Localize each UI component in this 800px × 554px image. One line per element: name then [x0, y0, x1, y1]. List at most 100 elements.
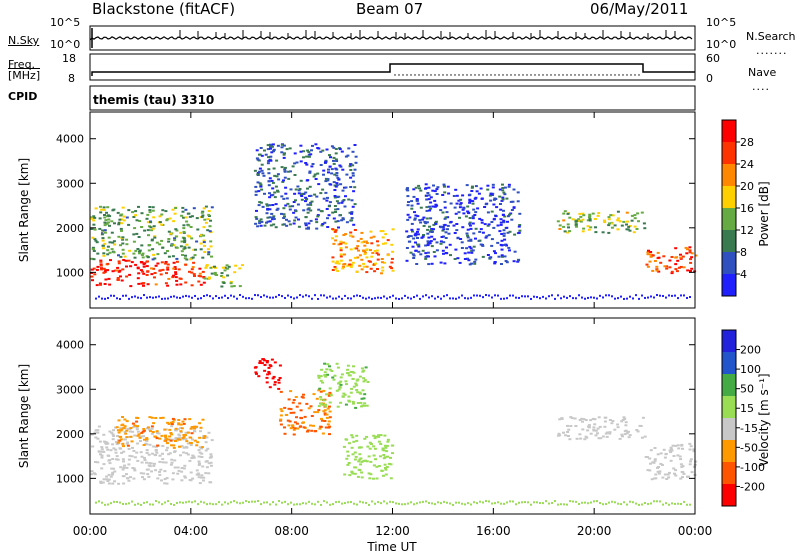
power-cell: [513, 233, 517, 236]
power-cell: [332, 146, 336, 149]
power-cell: [563, 210, 567, 213]
power-cell: [306, 179, 310, 182]
velocity-cell: [363, 393, 367, 396]
velocity-noise: [473, 501, 475, 504]
velocity-cell: [265, 361, 269, 364]
power-cell: [192, 248, 196, 251]
power-cell: [333, 184, 337, 187]
power-cell: [273, 174, 277, 177]
power-cell: [574, 219, 578, 222]
velocity-cell: [107, 482, 111, 485]
power-colorbar-swatch: [722, 164, 736, 186]
velocity-noise: [677, 502, 679, 505]
velocity-cell: [306, 430, 309, 433]
velocity-cell: [689, 445, 693, 448]
power-cell: [315, 221, 319, 224]
velocity-cell: [351, 400, 355, 403]
power-cell: [320, 224, 324, 227]
velocity-cell: [674, 469, 678, 472]
velocity-cell: [139, 435, 143, 438]
nave-dot: [462, 74, 464, 76]
power-cell: [306, 149, 310, 152]
power-cell: [465, 184, 469, 187]
power-cell: [365, 265, 369, 268]
power-cell: [681, 255, 685, 258]
velocity-cell: [183, 464, 187, 467]
power-cell: [381, 230, 385, 233]
velocity-cell: [377, 434, 381, 437]
power-cell: [282, 207, 286, 210]
power-cell: [414, 249, 418, 252]
velocity-noise: [176, 501, 178, 504]
power-cell: [384, 233, 388, 236]
power-cell: [258, 201, 262, 204]
power-noise: [524, 295, 526, 298]
power-cell: [145, 265, 149, 268]
power-cell: [310, 149, 313, 152]
power-cell: [411, 245, 415, 248]
velocity-cell: [360, 471, 364, 474]
power-cell: [333, 205, 337, 207]
velocity-cell: [372, 477, 375, 480]
velocity-cell: [150, 416, 154, 419]
power-cell: [416, 202, 420, 205]
velocity-cell: [145, 451, 149, 454]
power-cell: [307, 151, 311, 154]
power-cell: [433, 205, 437, 208]
power-cell: [339, 240, 343, 243]
velocity-cell: [384, 446, 388, 449]
power-cell: [484, 203, 488, 206]
power-cell: [336, 176, 340, 179]
velocity-cell: [627, 430, 630, 433]
velocity-cell: [165, 449, 169, 452]
power-cell: [166, 284, 170, 287]
power-cell: [417, 250, 421, 253]
velocity-cell: [603, 416, 607, 419]
power-cell: [304, 196, 308, 199]
velocity-cell: [680, 443, 684, 446]
velocity-cell: [562, 431, 565, 434]
velocity-cell: [354, 382, 358, 385]
power-cell: [502, 234, 506, 237]
power-cell: [93, 228, 97, 231]
power-cell: [226, 267, 230, 270]
power-cell: [175, 260, 179, 263]
power-cell: [189, 258, 193, 261]
velocity-cell: [603, 425, 607, 428]
velocity-cell: [127, 447, 131, 450]
velocity-noise: [608, 501, 610, 504]
power-cell: [428, 205, 431, 208]
power-noise: [290, 296, 292, 299]
power-cell: [345, 221, 349, 224]
power-cell: [459, 198, 463, 201]
power-cell: [289, 170, 292, 173]
power-cell: [300, 192, 304, 195]
velocity-cell: [377, 440, 381, 443]
velocity-cell: [307, 407, 311, 410]
power-cell: [132, 252, 136, 255]
power-cell: [409, 251, 413, 254]
velocity-cell: [364, 366, 368, 369]
power-cell: [517, 231, 521, 234]
power-noise: [512, 294, 514, 297]
power-cell: [172, 220, 176, 223]
velocity-noise: [470, 503, 472, 506]
velocity-cell: [206, 447, 210, 450]
power-cell: [410, 207, 414, 210]
power-cell: [391, 269, 395, 272]
power-cell: [117, 223, 121, 226]
velocity-cell: [591, 417, 595, 420]
power-cell: [164, 210, 168, 213]
velocity-cell: [672, 455, 676, 457]
velocity-cell: [596, 432, 599, 435]
velocity-cell: [122, 466, 126, 469]
power-cell: [147, 249, 151, 252]
velocity-cell: [679, 458, 683, 461]
velocity-cell: [116, 435, 120, 437]
velocity-cell: [391, 452, 394, 455]
power-cell: [90, 275, 94, 278]
power-cell: [416, 215, 420, 218]
power-cell: [229, 280, 233, 283]
velocity-cell: [273, 361, 277, 364]
